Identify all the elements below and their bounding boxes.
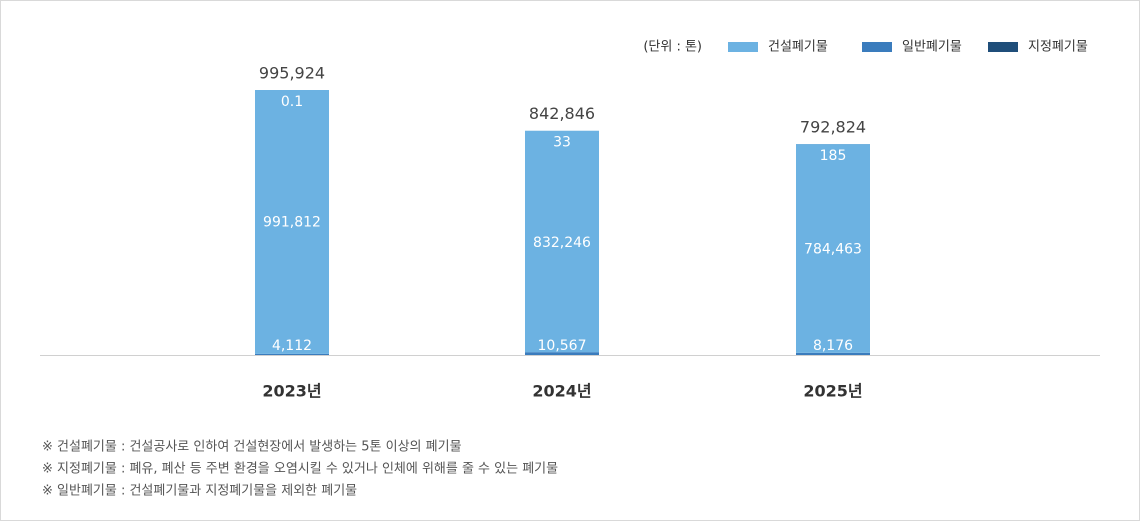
value-label: 8,176 <box>813 338 853 354</box>
x-tick-label: 2025년 <box>803 382 862 401</box>
legend-label: 건설폐기물 <box>768 40 828 55</box>
value-label: 185 <box>820 148 847 164</box>
value-label: 0.1 <box>281 94 303 110</box>
bar-segment <box>255 353 329 355</box>
value-label: 33 <box>553 135 571 151</box>
total-label: 792,824 <box>800 118 866 137</box>
legend-swatch <box>988 42 1018 52</box>
x-tick-label: 2023년 <box>262 382 321 401</box>
bar-segment <box>255 90 329 354</box>
total-label: 842,846 <box>529 104 595 123</box>
value-label: 832,246 <box>533 235 591 251</box>
footnote: ※ 건설폐기물 : 건설공사로 인하여 건설현장에서 발생하는 5톤 이상의 폐… <box>42 440 462 455</box>
total-label: 995,924 <box>259 63 325 82</box>
value-label: 784,463 <box>804 242 862 258</box>
value-label: 10,567 <box>538 338 587 354</box>
bar-segment <box>525 352 599 355</box>
footnote: ※ 지정폐기물 : 폐유, 폐산 등 주변 환경을 오염시킬 수 있거나 인체에… <box>42 462 558 477</box>
value-label: 4,112 <box>272 338 312 354</box>
legend-swatch <box>728 42 758 52</box>
x-tick-label: 2024년 <box>532 382 591 401</box>
legend-swatch <box>862 42 892 52</box>
bar-segment <box>796 352 870 355</box>
legend-label: 일반폐기물 <box>902 40 962 55</box>
footnote: ※ 일반폐기물 : 건설폐기물과 지정폐기물을 제외한 폐기물 <box>42 484 357 499</box>
bar-segment <box>525 130 599 353</box>
unit-label: (단위 : 톤) <box>643 40 702 55</box>
value-label: 991,812 <box>263 214 321 230</box>
bar-segment <box>796 144 870 353</box>
legend-label: 지정폐기물 <box>1028 40 1088 55</box>
